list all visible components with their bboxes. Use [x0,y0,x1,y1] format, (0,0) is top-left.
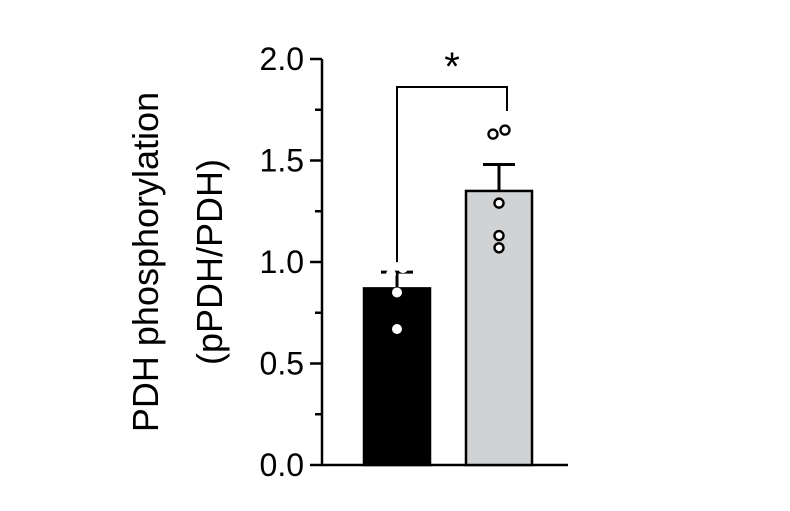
y-axis-title: PDH phosphorylation (pPDH/PDH) [125,92,230,432]
significance-line [396,86,508,263]
y-tick-label: 0.5 [260,346,304,382]
y-tick-label: 1.5 [260,143,304,179]
y-tick-label: 1.0 [260,244,304,280]
y-tick-label: 0.0 [260,447,304,483]
y-axis: 0.0 0.5 1.0 1.5 2.0 [260,41,324,483]
data-point [392,287,402,298]
y-tick-label: 2.0 [260,41,304,77]
data-point [493,229,505,242]
data-point [493,197,505,209]
data-point [493,242,505,254]
significance-bracket: * [396,45,508,263]
y-axis-title-line2: (pPDH/PDH) [189,159,230,365]
y-axis-title-line1: PDH phosphorylation [125,92,166,432]
data-points [386,124,511,334]
data-point [392,323,402,334]
error-bars [381,163,515,289]
bars [362,189,534,467]
significance-star: * [444,45,460,89]
data-point [398,263,408,274]
data-point [487,128,499,140]
data-point [386,269,396,280]
bar [362,287,432,467]
data-point [499,124,511,136]
